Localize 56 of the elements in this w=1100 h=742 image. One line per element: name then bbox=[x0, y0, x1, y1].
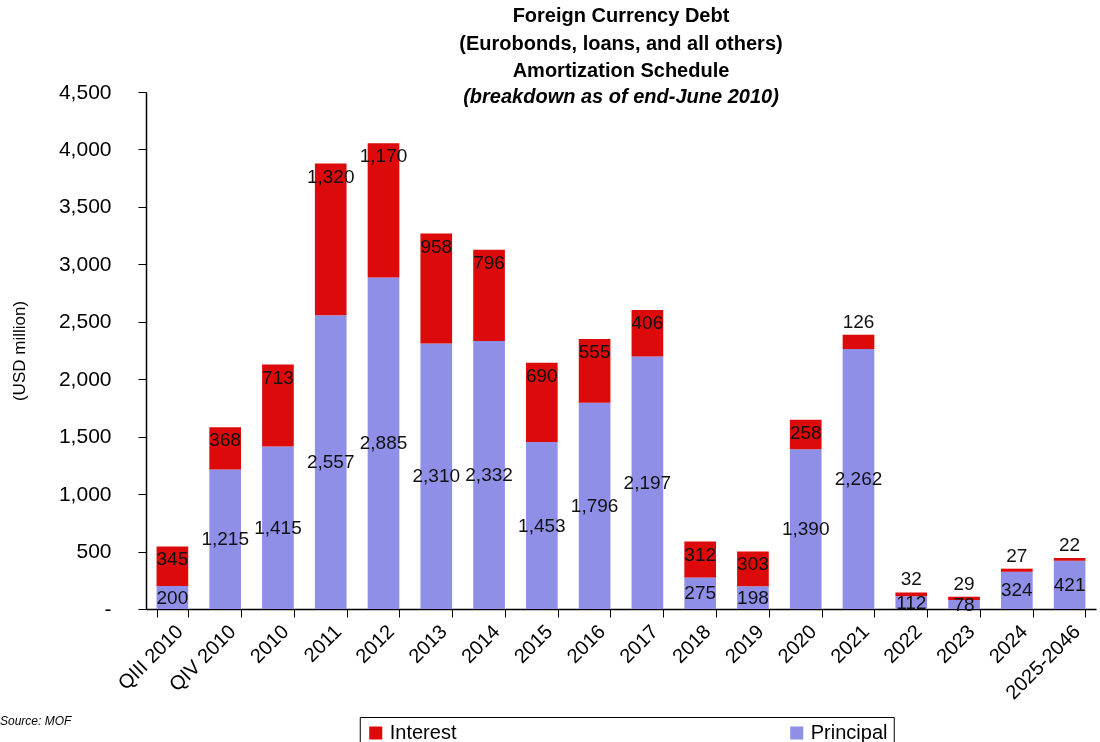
data-label: 324 bbox=[1000, 579, 1034, 601]
data-label: 312 bbox=[684, 543, 717, 565]
data-label: 1,215 bbox=[201, 528, 249, 550]
data-label: 2,310 bbox=[412, 465, 461, 487]
data-label: 1,796 bbox=[570, 494, 619, 516]
y-tick-label: 2,500 bbox=[58, 309, 112, 333]
y-tick-label: 1,000 bbox=[58, 481, 112, 505]
y-axis-title: (USD million) bbox=[9, 300, 29, 402]
data-label: 198 bbox=[737, 586, 769, 608]
y-tick-label: 3,500 bbox=[58, 194, 112, 218]
data-label: 1,390 bbox=[781, 518, 830, 540]
data-label: 29 bbox=[953, 572, 975, 594]
data-label: 2,332 bbox=[465, 464, 513, 486]
y-tick-label: 3,000 bbox=[58, 251, 112, 275]
bar bbox=[473, 249, 505, 342]
data-label: 112 bbox=[896, 591, 927, 613]
y-tick-label: - bbox=[104, 596, 112, 620]
bar bbox=[1001, 568, 1033, 572]
chart-title: Foreign Currency Debt (Eurobonds, loans, and all others) Amortization Schedule bbox=[459, 4, 783, 81]
y-tick-label: 2,000 bbox=[58, 366, 112, 390]
data-label: 27 bbox=[1006, 544, 1028, 566]
chart-subtitle: (breakdown as of end-June 2010) bbox=[463, 85, 780, 107]
bar bbox=[262, 364, 294, 447]
bar bbox=[1053, 558, 1086, 561]
data-label: 406 bbox=[631, 311, 664, 333]
data-label: 1,453 bbox=[518, 514, 566, 536]
data-label: 555 bbox=[578, 340, 611, 362]
data-label: 421 bbox=[1053, 573, 1086, 595]
data-label: 22 bbox=[1059, 534, 1081, 556]
data-label: 2,557 bbox=[306, 451, 355, 473]
data-label: 2,885 bbox=[359, 432, 408, 454]
data-label: 368 bbox=[209, 429, 242, 451]
bar bbox=[526, 362, 558, 443]
data-label: 2,262 bbox=[834, 468, 883, 490]
y-tick-label: 4,000 bbox=[58, 136, 112, 160]
data-label: 690 bbox=[525, 364, 558, 386]
y-tick-label: 1,500 bbox=[58, 424, 112, 448]
data-label: 303 bbox=[737, 553, 769, 575]
bar bbox=[420, 233, 453, 344]
bar bbox=[842, 334, 875, 350]
data-label: 713 bbox=[262, 366, 294, 388]
y-tick-label: 4,500 bbox=[58, 79, 112, 103]
data-label: 2,197 bbox=[623, 471, 672, 493]
bar bbox=[895, 592, 928, 597]
source-note: Source: MOF bbox=[0, 714, 72, 728]
data-label: 200 bbox=[156, 586, 189, 608]
legend-label: Interest bbox=[389, 721, 457, 742]
data-label: 1,415 bbox=[254, 516, 302, 538]
y-tick-label: 500 bbox=[76, 539, 112, 563]
data-label: 32 bbox=[900, 568, 922, 590]
data-label: 958 bbox=[420, 235, 453, 257]
data-label: 275 bbox=[684, 582, 717, 604]
data-label: 796 bbox=[473, 251, 505, 273]
data-label: 258 bbox=[789, 421, 822, 443]
data-label: 126 bbox=[842, 310, 875, 332]
data-label: 345 bbox=[156, 548, 189, 570]
